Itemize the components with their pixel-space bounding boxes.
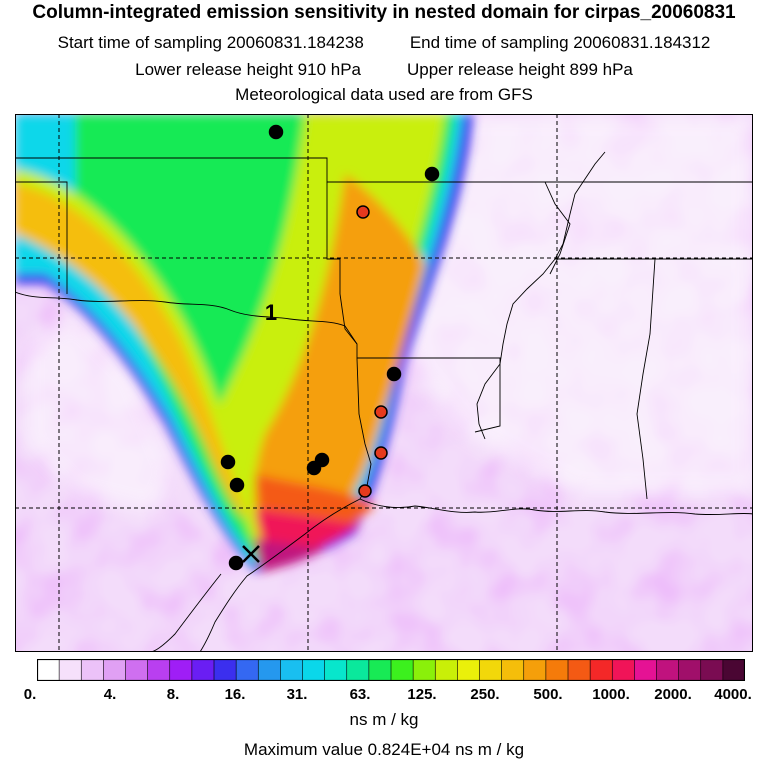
color-swatch-17 [390, 659, 415, 681]
lower-release-label: Lower release height 910 hPa [135, 60, 361, 79]
contour-label: 1 [265, 300, 277, 325]
color-swatches [37, 659, 745, 681]
color-swatch-11 [257, 659, 282, 681]
color-swatch-16 [368, 659, 392, 681]
graticule [15, 114, 753, 652]
map-frame [15, 114, 753, 652]
color-swatch-31 [700, 659, 724, 681]
color-swatch-24 [545, 659, 569, 681]
end-time-label: End time of sampling 20060831.184312 [409, 33, 711, 52]
color-swatch-19 [434, 659, 459, 681]
color-swatch-21 [479, 659, 503, 681]
white-patch-west [25, 314, 175, 514]
river-border-1 [544, 181, 571, 275]
color-scale-tick: 500. [533, 686, 563, 703]
color-swatch-7 [169, 659, 193, 681]
release-point-cross-2 [242, 545, 260, 563]
start-time-label: Start time of sampling 20060831.184238 [57, 33, 364, 52]
black-marker-8 [228, 555, 244, 571]
color-swatch-10 [235, 659, 260, 681]
color-scale-tick: 31. [286, 686, 308, 703]
release-heights-line: Lower release height 910 hPa Upper releas… [0, 60, 768, 80]
state-border-al [636, 258, 656, 500]
color-swatch-18 [412, 659, 437, 681]
color-swatch-15 [346, 659, 370, 681]
black-marker-4 [220, 454, 236, 470]
gulf-coast-east [359, 498, 753, 516]
red-marker-3 [374, 446, 388, 460]
white-patch-east [400, 114, 753, 494]
color-scale-tick: 4000. [714, 686, 752, 703]
map-field: 1 [15, 114, 753, 652]
color-scale-tick: 125. [407, 686, 437, 703]
red-marker-4 [358, 484, 372, 498]
color-swatch-1 [37, 659, 61, 681]
color-scale-bar [37, 659, 745, 681]
color-swatch-28 [634, 659, 658, 681]
black-marker-2 [424, 166, 440, 182]
color-scale-tick: 8. [166, 686, 180, 703]
boundaries [15, 151, 753, 652]
rio-grande [149, 573, 222, 652]
color-swatch-8 [191, 659, 215, 681]
figure-title: Column-integrated emission sensitivity i… [32, 2, 736, 23]
color-scale-tick: 250. [470, 686, 500, 703]
color-scale-tick: 1000. [592, 686, 630, 703]
sampling-times-line: Start time of sampling 20060831.184238 En… [0, 33, 768, 53]
color-swatch-23 [523, 659, 547, 681]
color-swatch-30 [678, 659, 702, 681]
met-data-label: Meteorological data used are from GFS [235, 85, 533, 104]
sensitivity-map: 1 [15, 114, 753, 652]
color-swatch-4 [103, 659, 127, 681]
black-marker-1 [268, 124, 284, 140]
color-swatch-14 [324, 659, 348, 681]
color-scale-tick: 2000. [654, 686, 692, 703]
color-swatch-9 [213, 659, 238, 681]
color-swatch-5 [125, 659, 149, 681]
color-swatch-13 [302, 659, 326, 681]
color-swatch-22 [501, 659, 525, 681]
color-swatch-25 [567, 659, 592, 681]
red-river [15, 291, 358, 345]
upper-release-label: Upper release height 899 hPa [407, 60, 633, 79]
plume [15, 114, 473, 572]
units-label: ns m / kg [349, 710, 419, 729]
river-border-2 [476, 151, 606, 440]
gulf-coast-west [199, 498, 361, 652]
state-border-la [357, 357, 501, 433]
state-border-west [15, 181, 68, 294]
black-marker-3 [386, 366, 402, 382]
state-border-mid [326, 182, 341, 294]
red-marker-1 [356, 205, 370, 219]
color-scale-tick: 63. [349, 686, 371, 703]
color-scale-tick: 0. [23, 686, 37, 703]
color-swatch-26 [589, 659, 614, 681]
color-swatch-32 [722, 659, 745, 681]
color-swatch-27 [611, 659, 636, 681]
color-scale-tick: 4. [103, 686, 117, 703]
black-marker-5 [229, 477, 245, 493]
measurement-markers [220, 124, 440, 571]
max-value-label: Maximum value 0.824E+04 ns m / kg [243, 740, 525, 759]
color-swatch-12 [280, 659, 304, 681]
color-swatch-3 [80, 659, 105, 681]
texas-border [339, 293, 372, 500]
color-swatch-29 [656, 659, 680, 681]
color-scale-tick: 16. [224, 686, 246, 703]
black-marker-7 [314, 452, 330, 468]
color-swatch-20 [457, 659, 481, 681]
color-swatch-6 [147, 659, 171, 681]
red-marker-2 [374, 405, 388, 419]
state-border-north [15, 157, 753, 183]
color-scale-frame [37, 659, 745, 681]
color-swatch-2 [58, 659, 83, 681]
